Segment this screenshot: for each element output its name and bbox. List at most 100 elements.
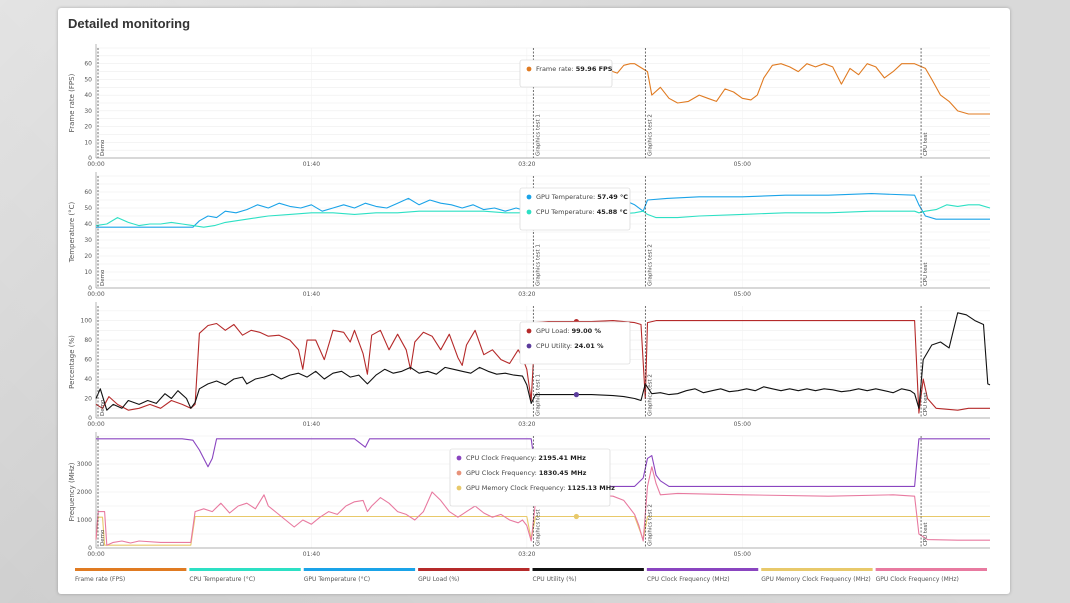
x-tick-label: 03:20 <box>518 161 535 168</box>
x-tick-label: 01:40 <box>303 421 320 428</box>
legend-label: CPU Utility (%) <box>533 576 577 583</box>
tooltip-entry: GPU Load: 99.00 % <box>536 327 601 335</box>
monitoring-panel: Detailed monitoring 0 10 20 30 40 50 60 Frame r… <box>58 8 1010 594</box>
x-tick-label: 05:00 <box>734 291 751 298</box>
legend-label: GPU Load (%) <box>418 576 459 583</box>
tooltip-entry: CPU Temperature: 45.88 °C <box>536 208 628 216</box>
y-tick-label: 50 <box>84 205 92 212</box>
tooltip-value: 1830.45 MHz <box>539 469 587 477</box>
y-tick-label: 0 <box>88 415 92 422</box>
legend-swatch <box>761 568 873 571</box>
tooltip-label: CPU Utility: <box>536 342 574 350</box>
y-tick-label: 50 <box>84 76 92 83</box>
legend-swatch <box>418 568 530 571</box>
test-marker-label: Graphics test <box>535 509 541 546</box>
series-line-gpu-clock-frequency-mhz[interactable] <box>95 466 990 546</box>
series-line-gpu-temperature-c[interactable] <box>96 193 990 228</box>
tooltip-entry: GPU Memory Clock Frequency: 1125.13 MHz <box>466 484 615 492</box>
test-marker-label: Demo <box>100 529 106 546</box>
tooltip-dot <box>526 209 532 215</box>
y-tick-label: 60 <box>84 189 92 196</box>
legend-label: GPU Memory Clock Frequency (MHz) <box>761 576 871 583</box>
test-marker-label: CPU test <box>923 522 929 546</box>
y-tick-label: 30 <box>84 108 92 115</box>
x-tick-label: 03:20 <box>518 291 535 298</box>
series-line-cpu-utility[interactable] <box>95 312 991 411</box>
series-line-frame-rate-fps[interactable] <box>537 61 990 115</box>
tooltip: Frame rate: 59.96 FPS <box>519 59 613 88</box>
y-tick-label: 60 <box>84 61 92 68</box>
x-tick-label: 01:40 <box>303 161 320 168</box>
test-marker-label: Demo <box>100 399 106 416</box>
series-line-gpu-memory-clock-frequency-mhz[interactable] <box>95 515 990 546</box>
y-tick-label: 3000 <box>77 461 92 468</box>
legend-item-cpu-clock-frequency-mhz[interactable]: CPU Clock Frequency (MHz) <box>646 568 759 583</box>
legend-item-gpu-temperature-c[interactable]: GPU Temperature (°C) <box>303 568 416 583</box>
y-tick-label: 40 <box>84 221 92 228</box>
x-tick-label: 00:00 <box>87 551 104 558</box>
y-axis-title: Frequency (MHz) <box>68 462 76 521</box>
tooltip: CPU Clock Frequency: 2195.41 MHz GPU Cloc… <box>449 448 615 507</box>
tooltip-label: GPU Load: <box>536 327 572 335</box>
tooltip-box <box>519 321 631 365</box>
x-tick-label: 05:00 <box>734 161 751 168</box>
test-marker-label: CPU test <box>923 262 929 286</box>
legend-item-gpu-load[interactable]: GPU Load (%) <box>418 568 530 583</box>
y-tick-label: 10 <box>84 139 92 146</box>
legend-swatch <box>875 568 987 571</box>
tooltip-label: Frame rate: <box>536 65 576 73</box>
series-line-cpu-temperature-c[interactable] <box>95 204 991 228</box>
legend-label: CPU Clock Frequency (MHz) <box>647 576 730 583</box>
y-tick-label: 100 <box>81 318 93 325</box>
y-tick-label: 40 <box>84 376 92 383</box>
monitoring-charts[interactable]: 0 10 20 30 40 50 60 Frame rate (FPS) 00:00 01:40 0… <box>58 8 1010 594</box>
y-tick-label: 30 <box>84 237 92 244</box>
test-marker-label: Graphics test 2 <box>647 504 653 546</box>
legend-swatch <box>75 568 187 571</box>
tooltip-label: GPU Memory Clock Frequency: <box>466 484 567 492</box>
y-tick-label: 20 <box>84 124 92 131</box>
legend-label: GPU Temperature (°C) <box>304 576 370 583</box>
tooltip-label: CPU Temperature: <box>536 208 597 216</box>
y-tick-label: 20 <box>84 396 92 403</box>
tooltip: GPU Load: 99.00 % CPU Utility: 24.01 % <box>519 321 631 365</box>
legend-item-gpu-clock-frequency-mhz[interactable]: GPU Clock Frequency (MHz) <box>875 568 987 583</box>
chart-percentage: 0 20 40 60 80 100 Percentage (%) 00:00 01:40 03:2… <box>68 302 991 428</box>
legend-item-gpu-memory-clock-frequency-mhz[interactable]: GPU Memory Clock Frequency (MHz) <box>761 568 873 583</box>
hover-point[interactable] <box>573 392 579 398</box>
y-axis-title: Temperature (°C) <box>68 202 76 264</box>
tooltip-dot <box>456 455 462 461</box>
y-axis-title: Percentage (%) <box>68 335 76 389</box>
tooltip-entry: Frame rate: 59.96 FPS <box>536 65 613 73</box>
test-marker-label: Graphics test 2 <box>647 114 653 156</box>
tooltip-entry: CPU Clock Frequency: 2195.41 MHz <box>466 454 586 462</box>
x-tick-label: 05:00 <box>734 551 751 558</box>
y-axis-title: Frame rate (FPS) <box>68 73 76 132</box>
test-marker-label: Graphics test 1 <box>535 114 541 156</box>
legend-item-frame-rate-fps[interactable]: Frame rate (FPS) <box>75 568 187 583</box>
series-line-cpu-clock-frequency-mhz[interactable] <box>96 438 990 487</box>
x-tick-label: 05:00 <box>734 421 751 428</box>
x-tick-label: 01:40 <box>303 551 320 558</box>
chart-temperature-c: 0 10 20 30 40 50 60 Temperature (°C) 00:00 01:40 0… <box>68 172 991 298</box>
test-marker-label: CPU test <box>923 132 929 156</box>
y-tick-label: 0 <box>88 155 92 162</box>
legend-item-cpu-utility[interactable]: CPU Utility (%) <box>532 568 644 583</box>
legend-label: Frame rate (FPS) <box>75 576 125 583</box>
legend-swatch <box>189 568 301 571</box>
panel-title: Detailed monitoring <box>68 16 191 31</box>
legend-swatch <box>303 568 416 571</box>
tooltip-label: GPU Clock Frequency: <box>466 469 539 477</box>
y-tick-label: 40 <box>84 92 92 99</box>
tooltip-label: GPU Temperature: <box>536 193 597 201</box>
legend-item-cpu-temperature-c[interactable]: CPU Temperature (°C) <box>189 568 301 583</box>
x-tick-label: 00:00 <box>87 161 104 168</box>
tooltip-box <box>519 187 631 231</box>
tooltip-value: 45.88 °C <box>597 208 628 216</box>
test-marker-label: Demo <box>100 269 106 286</box>
hover-point[interactable] <box>573 513 579 520</box>
legend-label: CPU Temperature (°C) <box>189 576 255 583</box>
tooltip-value: 1125.13 MHz <box>567 484 615 492</box>
series-line-gpu-load[interactable] <box>95 320 990 414</box>
